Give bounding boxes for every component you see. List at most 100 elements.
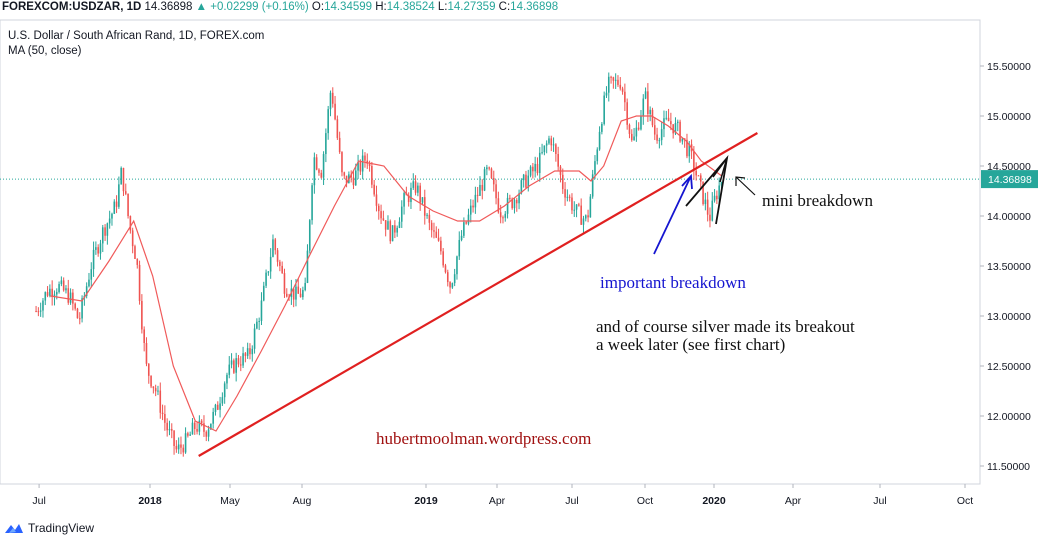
candle-body [502, 217, 504, 219]
candle-body [573, 209, 576, 211]
candle-body [520, 180, 523, 194]
mini-arrow-head [735, 176, 746, 186]
last-price: 14.36898 [144, 1, 193, 13]
candle-body [76, 308, 79, 319]
candle-body [138, 264, 141, 301]
candle-body [387, 221, 389, 230]
candle-body [688, 144, 691, 157]
candle-body [253, 328, 256, 349]
candle-body [676, 121, 679, 124]
candle-body [371, 165, 373, 185]
candle-body [260, 300, 263, 321]
candle-body [626, 102, 628, 125]
open-label: O: [311, 1, 325, 13]
candle-body [633, 136, 635, 141]
candle-body [474, 194, 477, 208]
candle-body [283, 273, 286, 294]
candle-body [541, 152, 543, 154]
candle-body [566, 196, 569, 198]
candle-body [704, 199, 707, 205]
candle-body [580, 205, 582, 225]
up-arrow-icon: ▲ [195, 1, 208, 13]
candle-body [325, 133, 327, 155]
candle-body [74, 303, 76, 309]
candle-body [279, 261, 281, 266]
candle-body [72, 292, 74, 304]
candle-body [391, 225, 394, 242]
candle-body [492, 177, 495, 185]
candle-body [306, 250, 309, 283]
candle-body [115, 201, 118, 207]
candle-body [518, 193, 520, 204]
candle-body [134, 246, 136, 259]
candle-body [95, 247, 97, 250]
candle-body [720, 182, 723, 186]
candle-body [327, 109, 329, 134]
candle-body [469, 205, 472, 215]
candle-body [122, 167, 125, 192]
candle-body [343, 172, 346, 176]
candle-body [237, 358, 240, 365]
candle-body [568, 196, 571, 198]
candle-body [101, 227, 104, 244]
candle-body [51, 288, 53, 297]
candle-body [674, 123, 677, 134]
candle-body [69, 292, 72, 303]
candle-body [472, 205, 474, 208]
candle-body [571, 197, 573, 211]
high-label: H: [375, 1, 387, 13]
candle-body [239, 364, 242, 366]
candle-body [550, 138, 553, 146]
candle-body [244, 353, 247, 356]
candle-body [594, 161, 596, 175]
candle-body [336, 119, 339, 138]
candle-body [267, 271, 270, 273]
candle-body [67, 288, 70, 303]
candle-body [417, 185, 419, 193]
candle-body [345, 175, 348, 184]
candle-body [164, 414, 166, 423]
candle-body [216, 404, 219, 410]
candle-body [152, 386, 155, 389]
candle-body [697, 175, 700, 177]
candle-body [442, 251, 444, 266]
open-value: 14.34599 [324, 1, 373, 13]
candle-body [170, 428, 173, 431]
candle-body [375, 194, 378, 206]
candle-body [582, 218, 585, 225]
candle-body [456, 256, 458, 275]
candle-body [497, 198, 500, 213]
candle-body [449, 282, 451, 288]
candle-body [686, 139, 688, 157]
x-tick-label: Aug [293, 495, 312, 507]
candle-body [403, 193, 405, 207]
candle-body [212, 411, 214, 424]
current-price-label: 14.36898 [988, 174, 1032, 186]
note-website: hubertmoolman.wordpress.com [376, 429, 592, 448]
candle-body [281, 265, 283, 274]
candle-body [702, 181, 704, 205]
candle-body [711, 200, 714, 221]
candle-body [256, 321, 258, 329]
candle-body [543, 145, 546, 153]
candle-body [548, 138, 550, 144]
candle-body [440, 240, 442, 252]
candle-body [157, 390, 159, 392]
candle-body [718, 185, 720, 200]
candle-body [322, 154, 325, 178]
candle-body [538, 152, 541, 174]
candle-body [127, 193, 129, 217]
candle-body [536, 163, 539, 174]
candle-body [189, 434, 191, 436]
candle-body [113, 201, 116, 214]
candle-body [37, 311, 40, 313]
x-tick-label: 2018 [138, 495, 162, 507]
candle-body [226, 374, 228, 384]
candle-body [658, 140, 661, 142]
candle-body [603, 95, 605, 124]
candle-body [490, 168, 493, 178]
candle-body [605, 92, 608, 96]
candle-body [203, 423, 205, 432]
candle-body [412, 181, 415, 188]
